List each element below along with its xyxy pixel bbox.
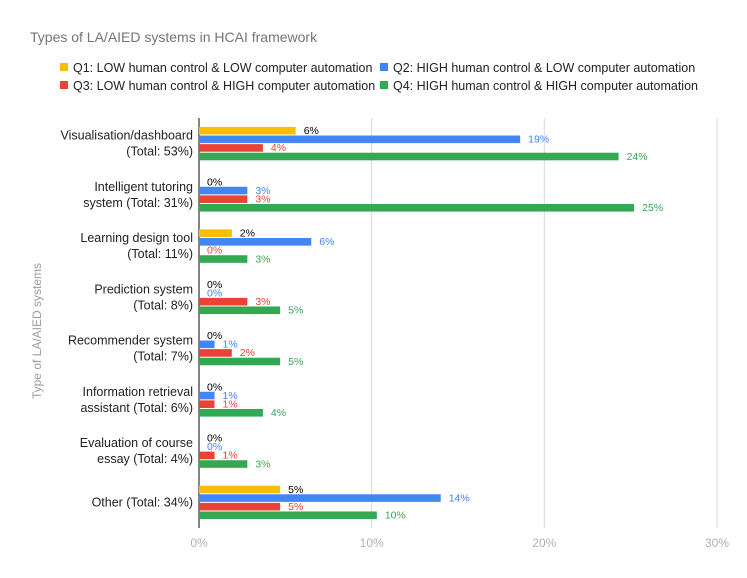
category-label: Recommender system (Total: 7%): [68, 334, 193, 364]
legend-entry: Q4: HIGH human control & HIGH computer a…: [393, 79, 698, 93]
data-label: 0%: [207, 287, 222, 299]
bars: 6%19%4%24%0%3%3%25%2%6%0%3%0%0%3%5%0%1%2…: [199, 125, 663, 522]
bar: [199, 460, 248, 468]
x-tick-label: 10%: [360, 536, 384, 550]
data-label: 3%: [255, 458, 270, 470]
category-label: Visualisation/dashboard (Total: 53%): [60, 129, 193, 159]
data-label: 3%: [255, 193, 270, 205]
bar: [199, 349, 232, 357]
legend: Q1: LOW human control & LOW computer aut…: [60, 61, 698, 93]
legend-swatch: [380, 63, 388, 71]
bar: [199, 340, 215, 349]
data-label: 0%: [207, 245, 222, 257]
category-label: Other (Total: 34%): [92, 495, 193, 509]
data-label: 24%: [627, 151, 648, 163]
data-label: 5%: [288, 484, 303, 496]
gridlines: [198, 118, 718, 528]
x-tick-labels: 0% 10% 20% 30%: [190, 536, 729, 550]
data-label: 2%: [240, 228, 255, 240]
data-label: 5%: [288, 501, 303, 513]
category-label: Intelligent tutoring system (Total: 31%): [83, 180, 193, 210]
bar: [199, 195, 248, 203]
bar: [199, 135, 521, 144]
bar: [199, 229, 232, 238]
bar: [199, 297, 248, 306]
data-label: 0%: [207, 433, 222, 445]
category-label: Learning design tool (Total: 11%): [80, 231, 193, 261]
bar: [199, 186, 248, 195]
bar: [199, 391, 215, 400]
bar: [199, 400, 215, 408]
bar: [199, 485, 281, 494]
data-label: 6%: [304, 125, 319, 137]
bar: [199, 238, 312, 246]
legend-swatch: [60, 63, 68, 71]
legend-entry: Q1: LOW human control & LOW computer aut…: [73, 61, 372, 75]
bar: [199, 511, 377, 520]
bar: [199, 494, 441, 502]
data-label: 3%: [255, 185, 270, 197]
data-label: 19%: [528, 134, 549, 146]
bar: [199, 306, 281, 315]
data-label: 0%: [207, 279, 222, 291]
x-tick-label: 0%: [190, 536, 208, 550]
bar: [199, 126, 296, 135]
data-label: 5%: [288, 305, 303, 317]
legend-swatch: [380, 81, 388, 89]
bar: [199, 357, 281, 366]
data-label: 0%: [207, 381, 222, 393]
data-label: 3%: [255, 253, 270, 265]
data-label: 10%: [385, 510, 406, 522]
chart-title: Types of LA/AIED systems in HCAI framewo…: [30, 29, 318, 45]
data-label: 14%: [449, 492, 470, 504]
data-label: 25%: [642, 202, 663, 214]
x-tick-label: 20%: [532, 536, 556, 550]
bar: [199, 152, 619, 161]
category-label: Evaluation of course essay (Total: 4%): [80, 436, 193, 466]
data-label: 1%: [223, 450, 238, 462]
data-label: 0%: [207, 441, 222, 453]
x-tick-label: 30%: [705, 536, 729, 550]
bar: [199, 203, 635, 212]
category-label: Prediction system (Total: 8%): [94, 282, 193, 312]
y-axis-title: Type of LA/AIED systems: [30, 263, 44, 399]
data-label: 1%: [223, 339, 238, 351]
data-label: 0%: [207, 176, 222, 188]
bar: [199, 255, 248, 263]
category-labels: Visualisation/dashboard (Total: 53%) Intel…: [60, 129, 193, 510]
data-label: 2%: [240, 347, 255, 359]
category-label: Information retrieval assistant (Total: 6…: [80, 385, 193, 415]
data-label: 6%: [319, 236, 334, 248]
data-label: 3%: [255, 296, 270, 308]
bar: [199, 502, 281, 511]
data-label: 4%: [271, 407, 286, 419]
data-label: 0%: [207, 330, 222, 342]
legend-entry: Q2: HIGH human control & LOW computer au…: [393, 61, 695, 75]
data-label: 4%: [271, 142, 286, 154]
bar: [199, 144, 263, 152]
data-label: 1%: [223, 390, 238, 402]
legend-swatch: [60, 81, 68, 89]
bar: [199, 451, 215, 460]
data-label: 5%: [288, 356, 303, 368]
legend-entry: Q3: LOW human control & HIGH computer au…: [73, 79, 375, 93]
data-label: 1%: [223, 398, 238, 410]
bar: [199, 408, 263, 417]
